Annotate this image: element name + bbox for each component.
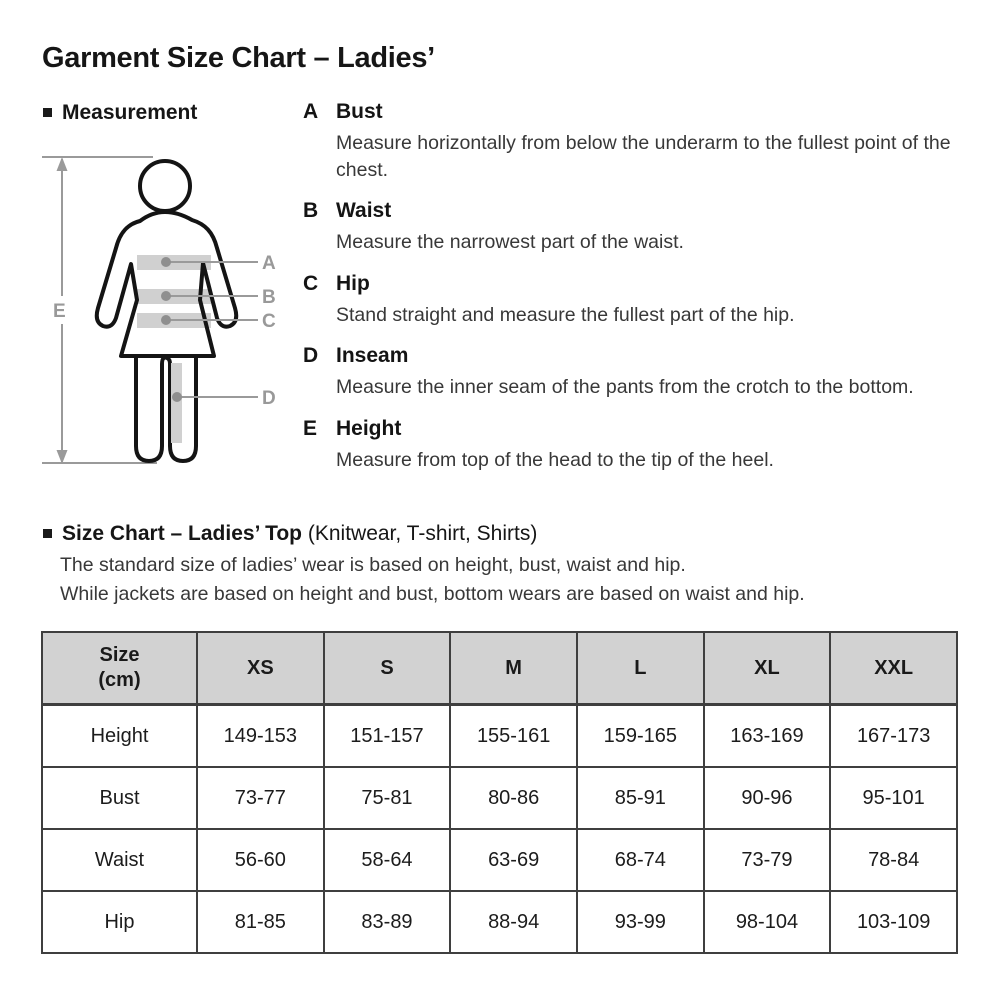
- table-row-waist: Waist 56-60 58-64 63-69 68-74 73-79 78-8…: [41, 828, 958, 892]
- table-header-cell: L: [575, 631, 705, 706]
- table-cell: 149-153: [196, 703, 325, 768]
- diagram-label-d: D: [262, 388, 276, 409]
- table-cell: 81-85: [196, 890, 325, 954]
- table-cell: 103-109: [829, 890, 958, 954]
- diagram-label-c: C: [262, 311, 276, 332]
- left-leg: [134, 356, 166, 464]
- row-label: Waist: [41, 828, 198, 892]
- definition-waist: B Waist Measure the narrowest part of th…: [303, 197, 980, 256]
- row-label: Hip: [41, 890, 198, 954]
- table-cell: 78-84: [829, 828, 958, 892]
- figure-head: [138, 159, 192, 213]
- table-cell: 98-104: [702, 890, 832, 954]
- definition-description: Measure from top of the head to the tip …: [336, 448, 774, 471]
- definition-term: Bust: [336, 100, 383, 123]
- measurement-definitions: A Bust Measure horizontally from below t…: [303, 98, 980, 487]
- hip-dot: [161, 315, 171, 325]
- table-cell: 159-165: [575, 703, 705, 768]
- page-title: Garment Size Chart – Ladies’: [42, 42, 435, 74]
- size-table: Size (cm) XS S M L XL XXL Height 149-153…: [41, 631, 958, 954]
- table-cell: 63-69: [449, 828, 578, 892]
- table-cell: 73-79: [702, 828, 832, 892]
- definition-inseam: D Inseam Measure the inner seam of the p…: [303, 342, 980, 401]
- diagram-label-b: B: [262, 287, 276, 308]
- table-cell: 167-173: [829, 703, 958, 768]
- definition-hip: C Hip Stand straight and measure the ful…: [303, 270, 980, 329]
- table-cell: 95-101: [829, 766, 958, 830]
- table-cell: 151-157: [322, 703, 452, 768]
- diagram-label-a: A: [262, 253, 276, 274]
- definition-description: Measure the narrowest part of the waist.: [336, 231, 684, 253]
- bullet-square-icon: [43, 108, 52, 117]
- definition-term: Waist: [336, 199, 392, 222]
- definition-description: Stand straight and measure the fullest p…: [336, 303, 795, 326]
- definition-letter: A: [303, 100, 319, 123]
- height-label-backdrop: [48, 298, 74, 322]
- table-header-cell: XXL: [829, 631, 958, 706]
- row-label: Bust: [41, 766, 198, 830]
- definition-letter: D: [303, 344, 319, 367]
- table-header-cell: M: [449, 631, 578, 706]
- table-cell: 88-94: [449, 890, 578, 954]
- size-chart-section-header: Size Chart – Ladies’ Top (Knitwear, T-sh…: [43, 522, 537, 546]
- table-cell: 80-86: [449, 766, 578, 830]
- table-cell: 85-91: [575, 766, 705, 830]
- table-cell: 93-99: [575, 890, 705, 954]
- definition-term: Hip: [336, 271, 370, 295]
- measurement-heading: Measurement: [62, 101, 198, 124]
- intro-line-1: The standard size of ladies’ wear is bas…: [60, 554, 686, 576]
- table-cell: 75-81: [322, 766, 452, 830]
- definition-term: Height: [336, 416, 402, 440]
- table-corner-cell: Size (cm): [41, 631, 198, 706]
- arrow-up-icon: [56, 157, 68, 171]
- table-cell: 155-161: [449, 703, 578, 768]
- arrow-down-icon: [56, 450, 68, 464]
- inseam-dot: [172, 392, 182, 402]
- table-header-cell: S: [322, 631, 452, 706]
- figure-silhouette: [96, 212, 237, 356]
- table-cell: 83-89: [322, 890, 452, 954]
- table-cell: 58-64: [322, 828, 452, 892]
- measurement-diagram: A B C D E: [42, 156, 276, 464]
- row-label: Height: [41, 703, 198, 768]
- table-cell: 56-60: [196, 828, 325, 892]
- size-chart-intro: The standard size of ladies’ wear is bas…: [60, 551, 960, 609]
- size-chart-heading: Size Chart – Ladies’ Top (Knitwear, T-sh…: [62, 522, 537, 546]
- intro-line-2: While jackets are based on height and bu…: [60, 583, 805, 605]
- table-row-hip: Hip 81-85 83-89 88-94 93-99 98-104 103-1…: [41, 890, 958, 954]
- definition-letter: E: [303, 416, 318, 440]
- definition-description: Measure horizontally from below the unde…: [336, 132, 951, 181]
- definition-height: E Height Measure from top of the head to…: [303, 415, 980, 474]
- size-chart-heading-regular: (Knitwear, T-shirt, Shirts): [307, 522, 538, 545]
- table-cell: 163-169: [702, 703, 832, 768]
- definition-description: Measure the inner seam of the pants from…: [336, 376, 914, 398]
- table-header-cell: XL: [702, 631, 832, 706]
- bullet-square-icon: [43, 529, 52, 538]
- definition-bust: A Bust Measure horizontally from below t…: [303, 98, 980, 183]
- definition-term: Inseam: [336, 344, 409, 367]
- diagram-label-e: E: [53, 301, 66, 322]
- table-cell: 68-74: [575, 828, 705, 892]
- measurement-section-header: Measurement: [43, 101, 197, 125]
- table-header-cell: XS: [196, 631, 325, 706]
- bust-dot: [161, 257, 171, 267]
- waist-dot: [161, 291, 171, 301]
- definition-letter: B: [303, 199, 319, 222]
- table-row-height: Height 149-153 151-157 155-161 159-165 1…: [41, 703, 958, 768]
- table-row-bust: Bust 73-77 75-81 80-86 85-91 90-96 95-10…: [41, 766, 958, 830]
- figure-outline: [94, 210, 239, 358]
- definition-letter: C: [303, 271, 319, 295]
- table-header-row: Size (cm) XS S M L XL XXL: [41, 631, 958, 706]
- inseam-band: [171, 363, 182, 443]
- size-chart-heading-bold: Size Chart – Ladies’ Top: [62, 522, 308, 545]
- table-cell: 73-77: [196, 766, 325, 830]
- table-cell: 90-96: [702, 766, 832, 830]
